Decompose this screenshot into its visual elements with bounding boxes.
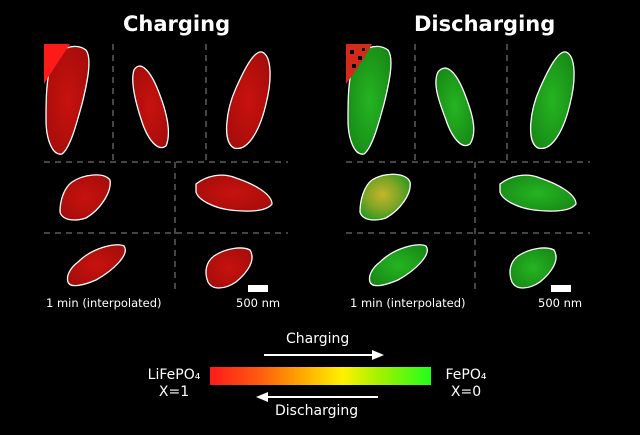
discharging-particle-4 bbox=[359, 173, 411, 221]
discharging-particle-2 bbox=[435, 67, 475, 147]
charging-time-caption: 1 min (interpolated) bbox=[46, 296, 162, 310]
discharging-particle-3 bbox=[529, 51, 575, 150]
discharging-arrow-head-icon bbox=[256, 392, 268, 402]
charging-scale-bar bbox=[248, 285, 268, 292]
charging-particle-3 bbox=[225, 51, 271, 150]
lifepo4-label: LiFePO₄ X=1 bbox=[140, 367, 208, 401]
discharging-arrow-shaft bbox=[266, 396, 378, 398]
charging-particle-6 bbox=[66, 244, 126, 287]
discharging-particle-5 bbox=[499, 174, 577, 212]
lifepo4-x-value: X=1 bbox=[158, 384, 190, 400]
charging-particle-7 bbox=[205, 247, 253, 289]
charging-arrow-label: Charging bbox=[286, 331, 350, 347]
charging-particle-4 bbox=[59, 174, 111, 221]
discharging-arrow-label: Discharging bbox=[275, 403, 359, 419]
charging-arrow-head-icon bbox=[372, 350, 384, 360]
fepo4-x-value: X=0 bbox=[450, 384, 482, 400]
discharging-time-caption: 1 min (interpolated) bbox=[350, 296, 466, 310]
discharging-corner-artifact bbox=[346, 44, 372, 84]
charging-arrow-shaft bbox=[264, 354, 374, 356]
discharging-particle-6 bbox=[368, 244, 428, 287]
discharging-grid-lines bbox=[346, 44, 590, 290]
discharging-title: Discharging bbox=[414, 12, 556, 36]
lifepo4-compound: LiFePO₄ bbox=[147, 367, 201, 383]
discharging-particle-1 bbox=[347, 45, 392, 155]
discharging-particles bbox=[347, 45, 577, 289]
charging-particles bbox=[45, 45, 273, 289]
fepo4-compound: FePO₄ bbox=[445, 367, 487, 383]
charging-particle-5 bbox=[195, 174, 273, 212]
phase-color-gradient-bar bbox=[210, 367, 431, 385]
charging-grid-lines bbox=[44, 44, 288, 290]
discharging-scale-bar bbox=[551, 285, 571, 292]
charging-title: Charging bbox=[123, 12, 231, 36]
discharging-particle-7 bbox=[509, 247, 557, 289]
fepo4-label: FePO₄ X=0 bbox=[433, 367, 499, 401]
charging-particle-1 bbox=[45, 45, 90, 155]
charging-corner-artifact bbox=[44, 44, 70, 84]
discharging-scale-caption: 500 nm bbox=[538, 296, 583, 310]
charging-particle-2 bbox=[132, 65, 170, 149]
charging-scale-caption: 500 nm bbox=[236, 296, 281, 310]
